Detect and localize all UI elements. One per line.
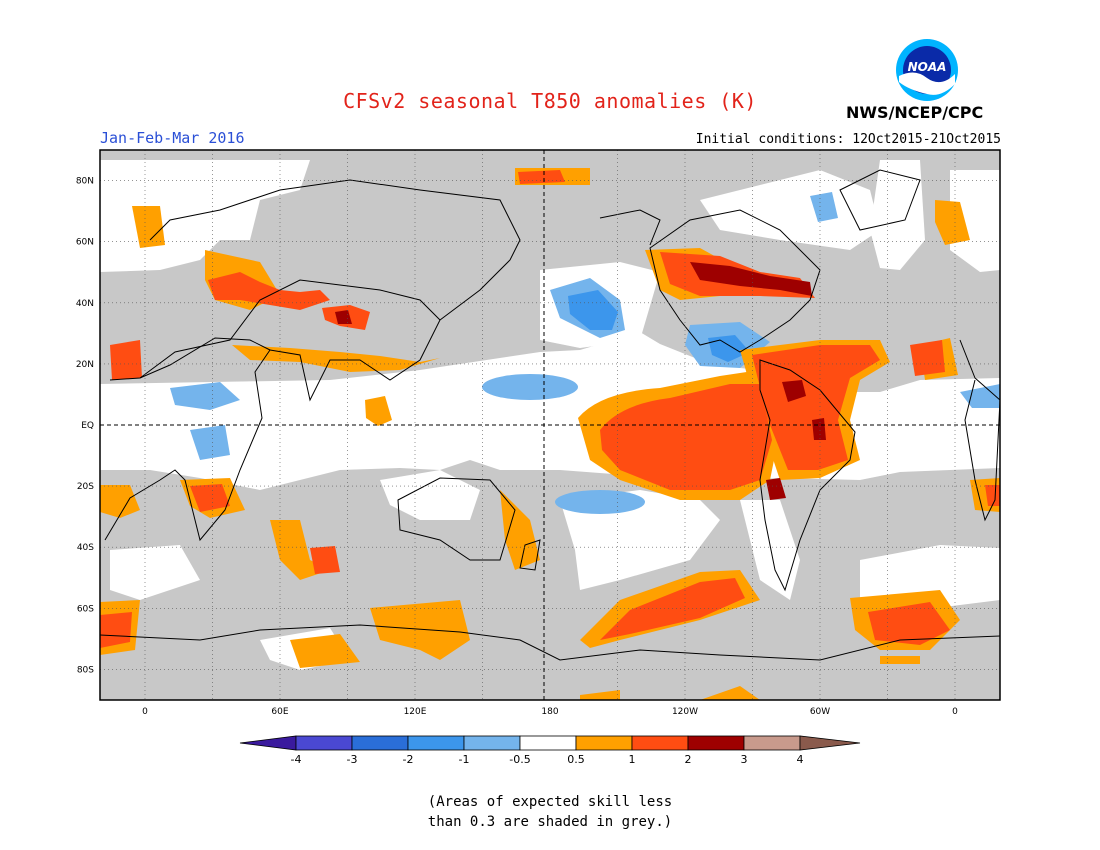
colorbar-arrow-right <box>799 735 861 751</box>
colorbar-swatch <box>351 735 409 751</box>
colorbar-swatch <box>743 735 801 751</box>
longitude-tick-label: 120W <box>672 707 698 717</box>
latitude-tick-label: 80S <box>77 665 94 675</box>
longitude-labels: 0 60E 120E 180 120W 60W 0 <box>142 707 958 717</box>
colorbar-label: 4 <box>797 753 804 766</box>
longitude-tick-label: 0 <box>952 707 958 717</box>
latitude-tick-label: 20N <box>76 360 94 370</box>
longitude-tick-label: 0 <box>142 707 148 717</box>
skill-note: (Areas of expected skill less than 0.3 a… <box>0 792 1100 832</box>
colorbar-arrow-left <box>239 735 297 751</box>
latitude-tick-label: 60N <box>76 238 94 248</box>
colorbar-label: 3 <box>741 753 748 766</box>
strong-positive-anomaly-regions <box>335 262 826 500</box>
colorbar-swatch <box>519 735 577 751</box>
colorbar-label: -1 <box>459 753 470 766</box>
latitude-tick-label: 80N <box>76 177 94 187</box>
colorbar-label: -0.5 <box>509 753 530 766</box>
colorbar-swatch <box>463 735 521 751</box>
latitude-labels: 80N 60N 40N 20N EQ 20S 40S 60S 80S <box>76 177 94 676</box>
agency-label: NWS/NCEP/CPC <box>846 103 984 122</box>
longitude-tick-label: 180 <box>541 707 558 717</box>
colorbar-swatch <box>687 735 745 751</box>
colorbar-swatch <box>295 735 353 751</box>
latitude-tick-label: 60S <box>77 604 94 614</box>
colorbar-label: 2 <box>685 753 692 766</box>
colorbar-label: -2 <box>403 753 414 766</box>
skill-note-line-2: than 0.3 are shaded in grey.) <box>427 814 673 830</box>
colorbar-swatch <box>575 735 633 751</box>
strong-negative-anomaly-regions <box>568 290 750 362</box>
colorbar-swatch <box>407 735 465 751</box>
longitude-tick-label: 60E <box>271 707 288 717</box>
latitude-tick-label: 40S <box>77 543 94 553</box>
latitude-tick-label: 40N <box>76 299 94 309</box>
skill-note-line-1: (Areas of expected skill less <box>427 794 673 810</box>
longitude-tick-label: 120E <box>404 707 427 717</box>
colorbar-label: 1 <box>629 753 636 766</box>
initial-conditions: Initial conditions: 12Oct2015-21Oct2015 <box>695 132 1001 147</box>
latitude-tick-label: EQ <box>81 421 94 431</box>
map-frame <box>99 149 1001 701</box>
chart-title: CFSv2 seasonal T850 anomalies (K) <box>343 89 757 113</box>
colorbar-label: 0.5 <box>567 753 585 766</box>
colorbar-swatch <box>631 735 689 751</box>
coastlines <box>100 169 1000 661</box>
noaa-logo-icon <box>896 39 958 101</box>
colorbar-label: -4 <box>291 753 302 766</box>
forecast-period: Jan-Feb-Mar 2016 <box>100 129 245 147</box>
colorbar-label: -3 <box>347 753 358 766</box>
latitude-tick-label: 20S <box>77 482 94 492</box>
longitude-tick-label: 60W <box>810 707 830 717</box>
colorbar: -4 -3 -2 -1 -0.5 0.5 1 2 3 4 <box>239 735 861 766</box>
